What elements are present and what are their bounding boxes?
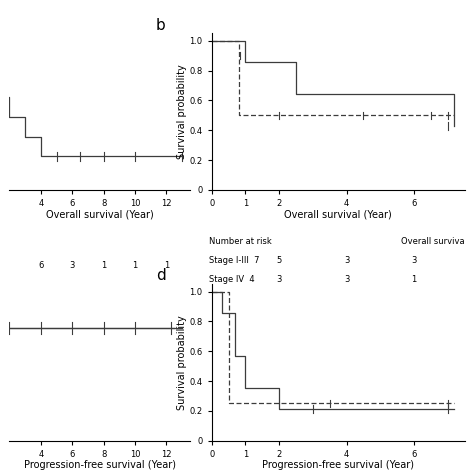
Text: 1: 1 xyxy=(101,261,106,270)
Text: 3: 3 xyxy=(276,274,282,283)
Y-axis label: Survival probability: Survival probability xyxy=(177,64,187,159)
Text: Number at risk: Number at risk xyxy=(209,237,272,246)
X-axis label: Progression-free survival (Year): Progression-free survival (Year) xyxy=(262,460,414,470)
Text: Stage I-III  7: Stage I-III 7 xyxy=(209,256,260,265)
Text: 1: 1 xyxy=(411,274,417,283)
Text: 6: 6 xyxy=(38,261,44,270)
X-axis label: Progression-free survival (Year): Progression-free survival (Year) xyxy=(24,460,176,470)
Text: 3: 3 xyxy=(70,261,75,270)
Text: 1: 1 xyxy=(164,261,169,270)
X-axis label: Overall survival (Year): Overall survival (Year) xyxy=(46,210,154,219)
Text: 3: 3 xyxy=(411,256,417,265)
Text: 3: 3 xyxy=(344,274,349,283)
Text: 5: 5 xyxy=(276,256,282,265)
Y-axis label: Survival probability: Survival probability xyxy=(177,315,187,410)
Text: Overall surviva: Overall surviva xyxy=(401,237,465,246)
Text: d: d xyxy=(156,268,166,283)
Text: 3: 3 xyxy=(344,256,349,265)
Text: Stage IV  4: Stage IV 4 xyxy=(209,274,255,283)
X-axis label: Overall survival (Year): Overall survival (Year) xyxy=(284,210,392,219)
Text: b: b xyxy=(156,18,166,33)
Text: 1: 1 xyxy=(132,261,138,270)
